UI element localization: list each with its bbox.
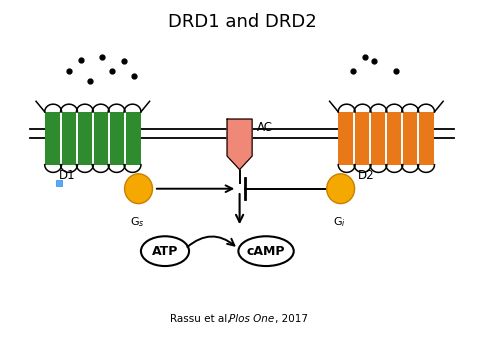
Text: AC: AC — [257, 121, 272, 135]
Ellipse shape — [124, 174, 152, 204]
Text: DRD1 and DRD2: DRD1 and DRD2 — [167, 14, 317, 32]
Text: cAMP: cAMP — [247, 245, 285, 258]
Text: ATP: ATP — [152, 245, 178, 258]
Bar — [45, 112, 141, 165]
Bar — [338, 112, 435, 165]
Polygon shape — [227, 119, 252, 170]
Ellipse shape — [327, 174, 355, 204]
Text: Rassu et al,: Rassu et al, — [170, 314, 234, 324]
Text: , 2017: , 2017 — [275, 314, 308, 324]
Text: Plos One: Plos One — [229, 314, 274, 324]
Ellipse shape — [239, 236, 294, 266]
Text: G$_i$: G$_i$ — [333, 215, 346, 229]
Text: G$_s$: G$_s$ — [130, 215, 144, 229]
Ellipse shape — [141, 236, 189, 266]
Text: D2: D2 — [358, 168, 374, 182]
Text: D1: D1 — [59, 168, 76, 182]
